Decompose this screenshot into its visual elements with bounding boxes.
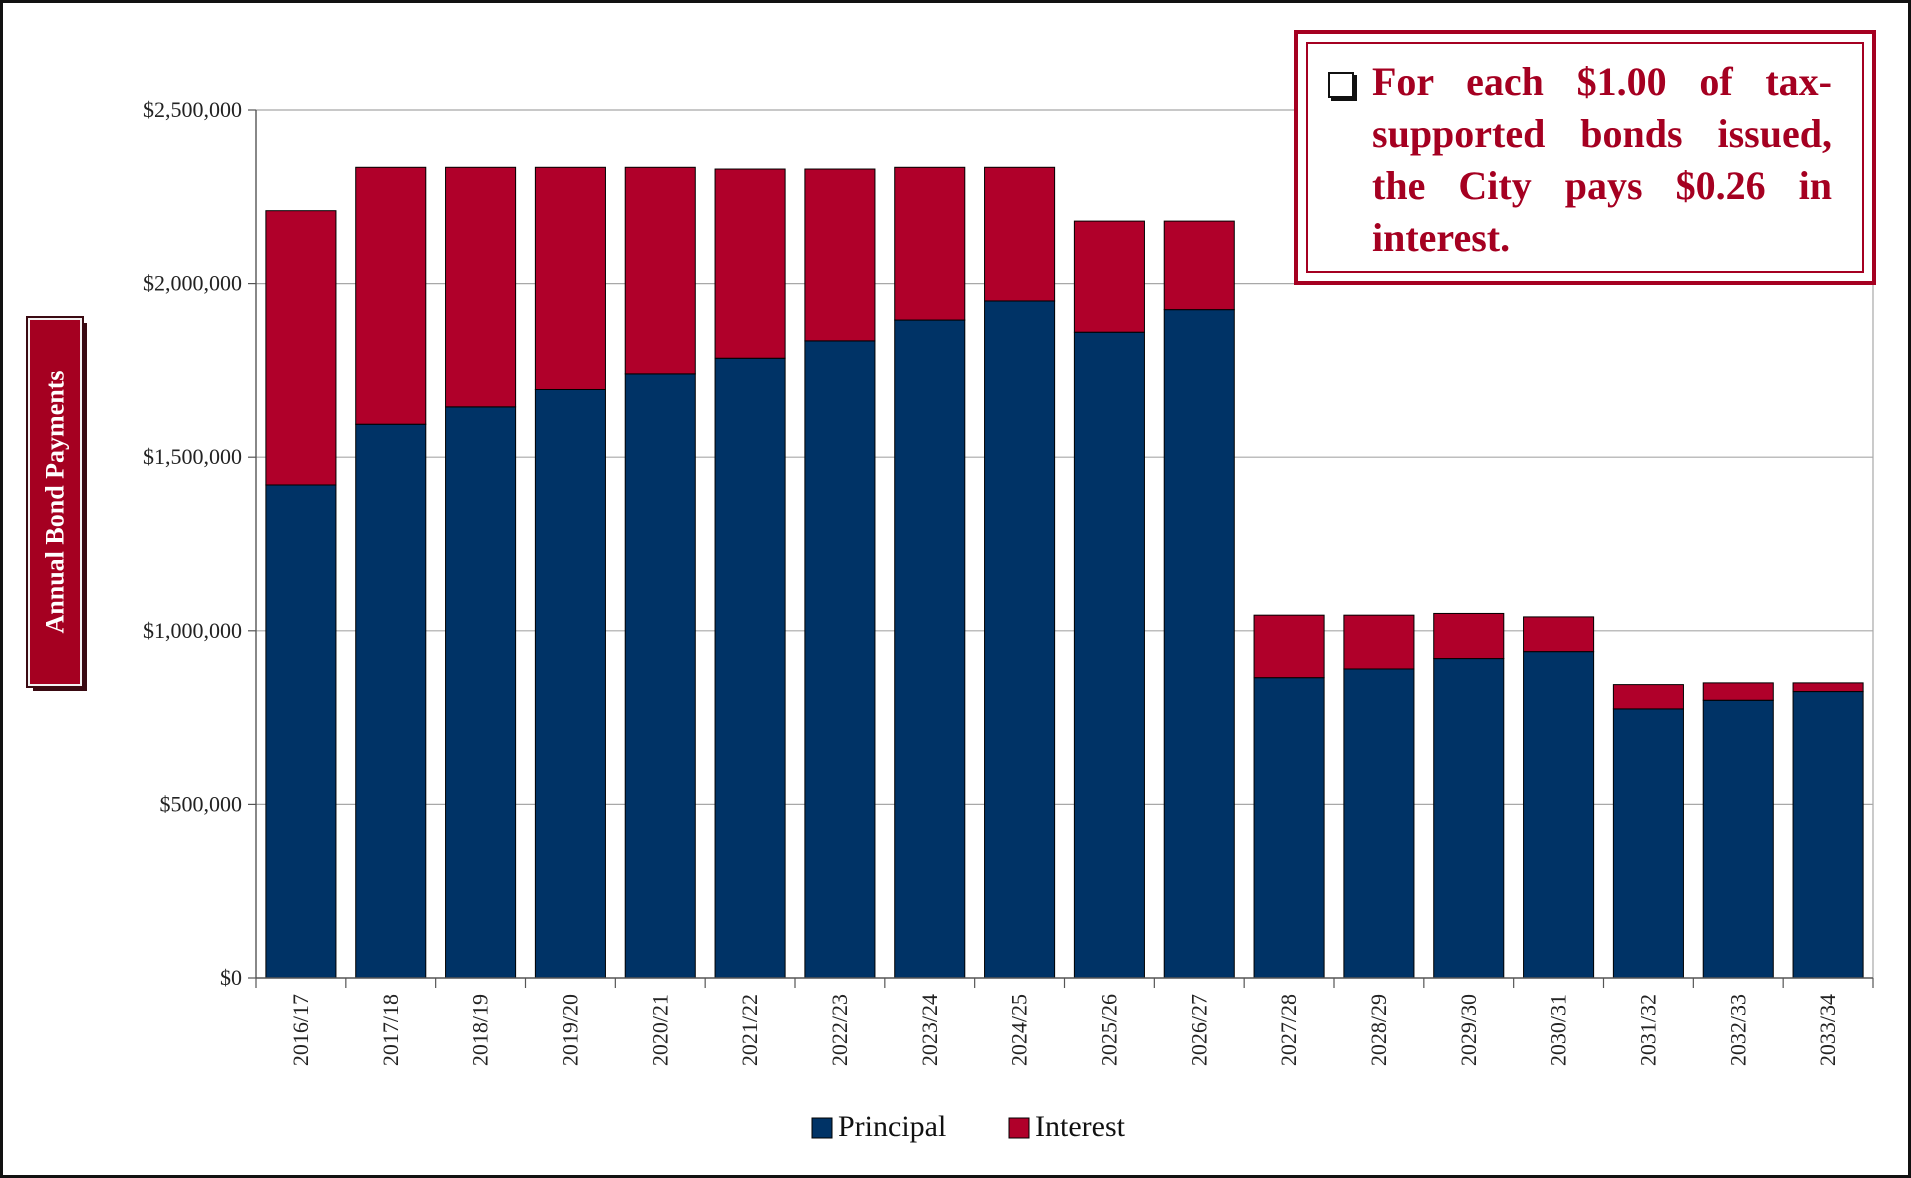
bar-principal-2016-17 xyxy=(265,484,337,979)
x-tick-label: 2019/20 xyxy=(557,994,582,1066)
x-tick-label: 2029/30 xyxy=(1456,994,1481,1066)
x-tick-label: 2021/22 xyxy=(737,994,762,1066)
x-tick-label: 2026/27 xyxy=(1186,994,1211,1066)
y-tick-label: $2,000,000 xyxy=(143,271,242,296)
bar-interest-2027-28 xyxy=(1253,614,1325,679)
bar-interest-2019-20 xyxy=(534,166,606,390)
annotation-text: For each $1.00 of tax-supported bonds is… xyxy=(1372,59,1832,260)
bar-principal-2018-19 xyxy=(445,406,517,979)
bar-interest-2020-21 xyxy=(624,166,696,375)
x-tick-label: 2023/24 xyxy=(917,994,942,1066)
bar-interest-2032-33 xyxy=(1702,682,1774,701)
bar-interest-2031-32 xyxy=(1612,684,1684,710)
x-tick-label: 2022/23 xyxy=(827,994,852,1066)
annotation-inner-border xyxy=(1306,42,1864,273)
y-tick-label: $2,500,000 xyxy=(143,97,242,122)
bar-principal-2032-33 xyxy=(1702,699,1774,979)
bars xyxy=(265,166,1864,979)
bar-principal-2020-21 xyxy=(624,373,696,979)
x-tick-label: 2027/28 xyxy=(1276,994,1301,1066)
bar-interest-2033-34 xyxy=(1792,682,1864,693)
annotation-box: For each $1.00 of tax-supported bonds is… xyxy=(1294,30,1876,285)
bar-interest-2018-19 xyxy=(445,166,517,408)
x-tick-label: 2024/25 xyxy=(1007,994,1032,1066)
bar-interest-2028-29 xyxy=(1343,614,1415,670)
bar-interest-2021-22 xyxy=(714,168,786,359)
bar-interest-2022-23 xyxy=(804,168,876,342)
bar-principal-2017-18 xyxy=(355,423,427,979)
bar-interest-2017-18 xyxy=(355,166,427,425)
y-tick-label: $1,500,000 xyxy=(143,444,242,469)
x-tick-label: 2020/21 xyxy=(647,994,672,1066)
bar-principal-2021-22 xyxy=(714,357,786,979)
bar-principal-2024-25 xyxy=(984,300,1056,979)
bar-principal-2033-34 xyxy=(1792,691,1864,979)
bar-principal-2019-20 xyxy=(534,388,606,979)
x-tick-label: 2031/32 xyxy=(1635,994,1660,1066)
bar-interest-2023-24 xyxy=(894,166,966,321)
x-tick-label: 2032/33 xyxy=(1725,994,1750,1066)
axes: $0 $500,000 $1,000,000 $1,500,000 $2,000,000… xyxy=(143,97,1874,1066)
x-tick-label: 2028/29 xyxy=(1366,994,1391,1066)
bar-interest-2029-30 xyxy=(1433,612,1505,660)
legend-swatch-interest xyxy=(1008,1117,1030,1139)
y-tick-label: $500,000 xyxy=(160,791,243,816)
checkbox-bullet-icon xyxy=(1328,72,1354,98)
x-tick-label: 2033/34 xyxy=(1815,994,1840,1066)
bar-principal-2031-32 xyxy=(1612,708,1684,979)
x-tick-label: 2025/26 xyxy=(1096,994,1121,1066)
bar-interest-2026-27 xyxy=(1163,220,1235,311)
legend: Principal Interest xyxy=(811,1110,1126,1143)
x-tick-label: 2017/18 xyxy=(378,994,403,1066)
bar-principal-2028-29 xyxy=(1343,668,1415,979)
x-tick-label: 2018/19 xyxy=(468,994,493,1066)
bar-principal-2022-23 xyxy=(804,340,876,979)
bar-interest-2025-26 xyxy=(1073,220,1145,333)
bar-interest-2016-17 xyxy=(265,210,337,486)
bar-principal-2025-26 xyxy=(1073,331,1145,979)
legend-label-principal: Principal xyxy=(838,1110,946,1143)
y-axis-label-box: Annual Bond Payments xyxy=(26,316,84,688)
bar-principal-2026-27 xyxy=(1163,309,1235,979)
bar-principal-2027-28 xyxy=(1253,677,1325,979)
bar-principal-2023-24 xyxy=(894,319,966,979)
legend-label-interest: Interest xyxy=(1035,1110,1126,1143)
bar-interest-2024-25 xyxy=(984,166,1056,302)
bar-principal-2029-30 xyxy=(1433,658,1505,979)
x-tick-label: 2030/31 xyxy=(1546,994,1571,1066)
bar-principal-2030-31 xyxy=(1523,651,1595,979)
y-tick-label: $1,000,000 xyxy=(143,618,242,643)
legend-swatch-principal xyxy=(811,1117,833,1139)
y-tick-label: $0 xyxy=(220,965,242,990)
x-tick-label: 2016/17 xyxy=(288,994,313,1066)
bar-interest-2030-31 xyxy=(1523,616,1595,653)
y-axis-label: Annual Bond Payments xyxy=(40,370,69,634)
